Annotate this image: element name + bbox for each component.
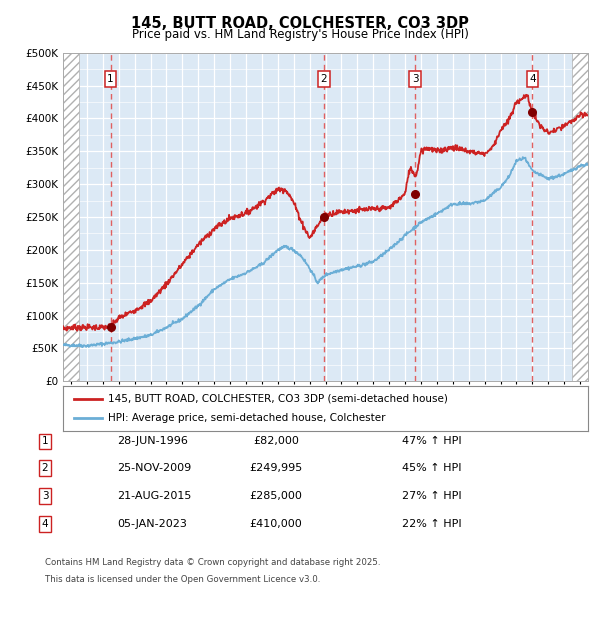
Text: Price paid vs. HM Land Registry's House Price Index (HPI): Price paid vs. HM Land Registry's House … — [131, 28, 469, 41]
Text: 45% ↑ HPI: 45% ↑ HPI — [402, 463, 461, 473]
Text: 05-JAN-2023: 05-JAN-2023 — [117, 519, 187, 529]
Text: 1: 1 — [41, 436, 49, 446]
Text: £410,000: £410,000 — [250, 519, 302, 529]
Text: 28-JUN-1996: 28-JUN-1996 — [117, 436, 188, 446]
Text: Contains HM Land Registry data © Crown copyright and database right 2025.: Contains HM Land Registry data © Crown c… — [45, 558, 380, 567]
Text: This data is licensed under the Open Government Licence v3.0.: This data is licensed under the Open Gov… — [45, 575, 320, 585]
Text: 145, BUTT ROAD, COLCHESTER, CO3 3DP (semi-detached house): 145, BUTT ROAD, COLCHESTER, CO3 3DP (sem… — [107, 394, 448, 404]
Text: 2: 2 — [320, 74, 327, 84]
Text: 2: 2 — [41, 463, 49, 473]
Text: 25-NOV-2009: 25-NOV-2009 — [117, 463, 191, 473]
Text: 3: 3 — [412, 74, 419, 84]
Text: 4: 4 — [41, 519, 49, 529]
Text: 21-AUG-2015: 21-AUG-2015 — [117, 491, 191, 501]
Text: 4: 4 — [529, 74, 536, 84]
Text: 27% ↑ HPI: 27% ↑ HPI — [402, 491, 461, 501]
Text: HPI: Average price, semi-detached house, Colchester: HPI: Average price, semi-detached house,… — [107, 414, 385, 423]
Text: £285,000: £285,000 — [250, 491, 302, 501]
Text: £249,995: £249,995 — [250, 463, 302, 473]
Text: £82,000: £82,000 — [253, 436, 299, 446]
Text: 3: 3 — [41, 491, 49, 501]
Text: 22% ↑ HPI: 22% ↑ HPI — [402, 519, 461, 529]
Text: 47% ↑ HPI: 47% ↑ HPI — [402, 436, 461, 446]
Text: 1: 1 — [107, 74, 114, 84]
Text: 145, BUTT ROAD, COLCHESTER, CO3 3DP: 145, BUTT ROAD, COLCHESTER, CO3 3DP — [131, 16, 469, 30]
